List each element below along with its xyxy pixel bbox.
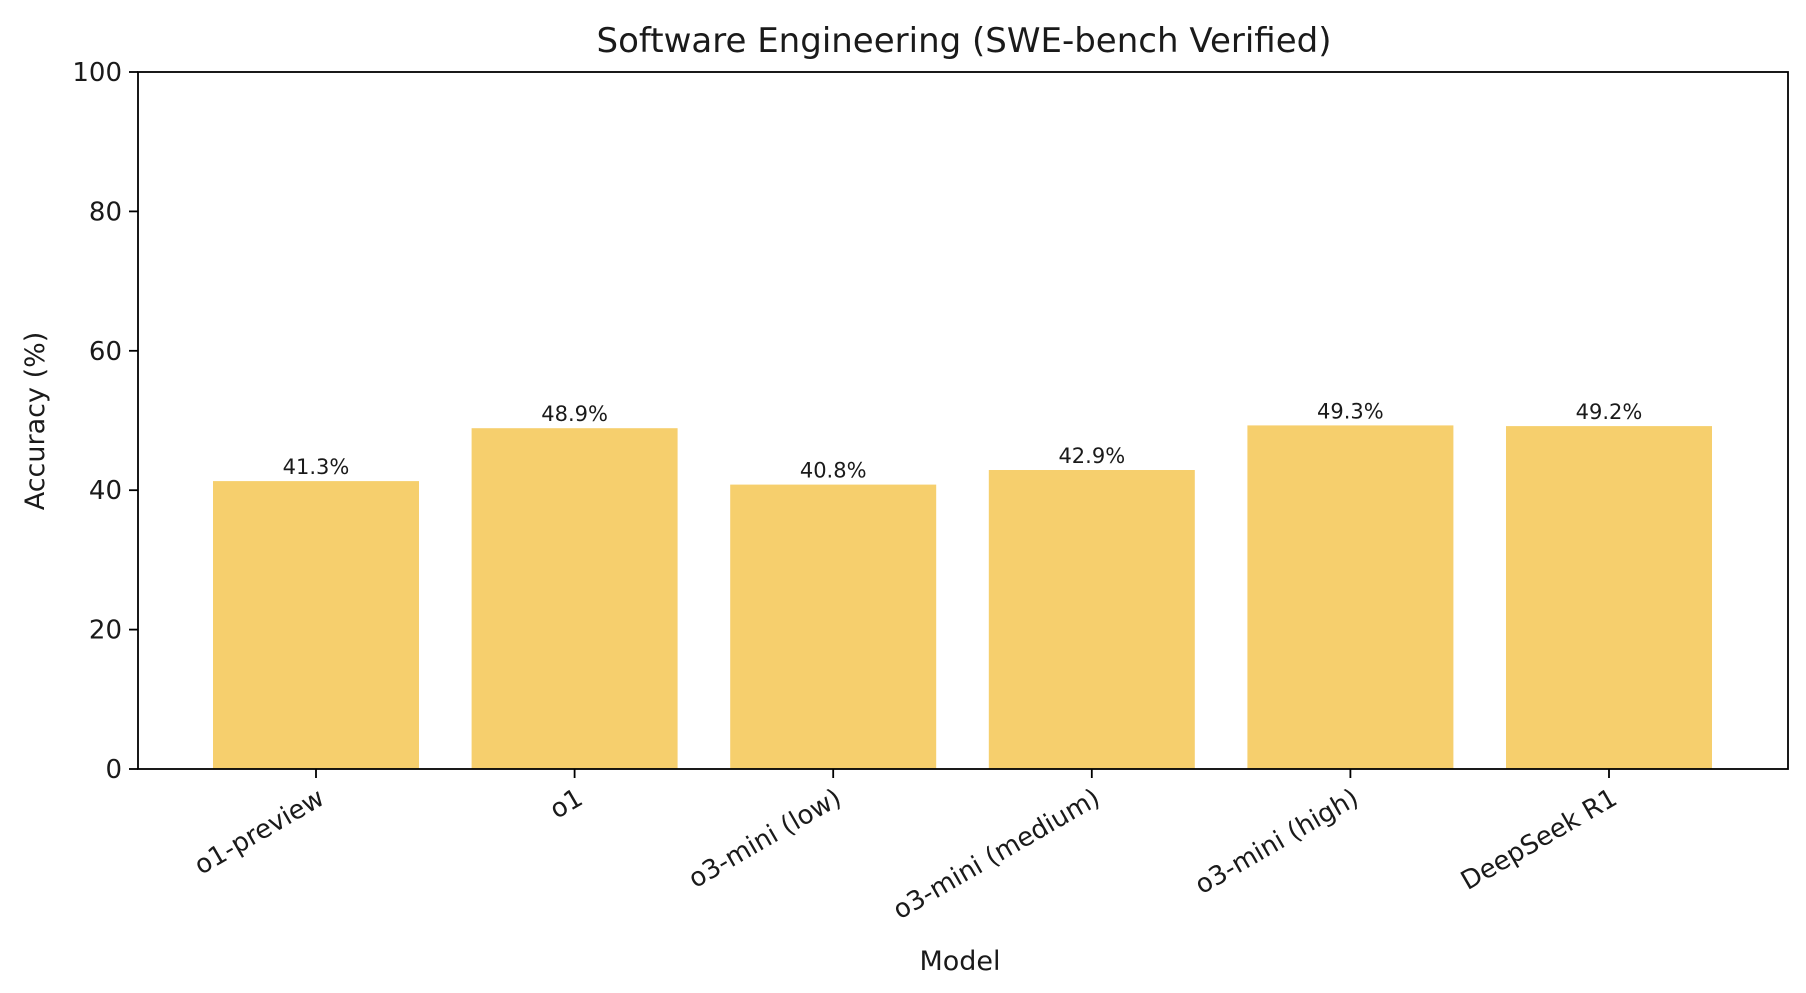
data-label: 49.3% [1317, 399, 1384, 423]
y-tick-label: 80 [89, 197, 122, 227]
bar [1506, 426, 1712, 769]
y-tick-label: 60 [89, 337, 122, 367]
data-label: 41.3% [283, 455, 350, 479]
bar [988, 470, 1195, 769]
data-label: 40.8% [800, 459, 867, 483]
bar [1247, 425, 1454, 769]
data-label: 49.2% [1576, 400, 1643, 424]
y-tick-label: 100 [72, 58, 122, 88]
chart-title: Software Engineering (SWE-bench Verified… [597, 21, 1332, 61]
y-axis-label: Accuracy (%) [20, 332, 51, 511]
data-label: 42.9% [1058, 444, 1125, 468]
axes-frame [137, 71, 1789, 770]
y-tick-label: 40 [89, 476, 122, 506]
bar [730, 484, 937, 769]
bar [213, 481, 419, 769]
data-label: 48.9% [541, 402, 608, 426]
x-axis-label: Model [919, 946, 1000, 977]
bar [471, 428, 678, 769]
y-tick-label: 0 [105, 755, 122, 785]
y-tick-label: 20 [89, 616, 122, 646]
